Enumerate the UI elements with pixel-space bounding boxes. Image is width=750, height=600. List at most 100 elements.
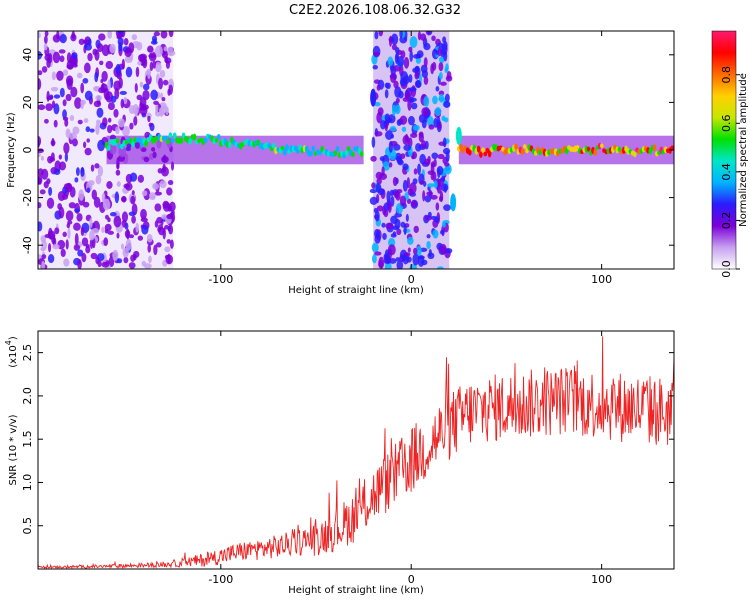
noise-blob bbox=[56, 70, 64, 81]
noise-blob bbox=[74, 208, 81, 213]
noise-blob bbox=[420, 33, 427, 41]
noise-blob bbox=[169, 201, 176, 212]
noise-blob bbox=[395, 202, 403, 214]
band-blob bbox=[227, 141, 232, 149]
noise-blob bbox=[116, 232, 120, 239]
noise-blob bbox=[102, 117, 108, 127]
noise-blob bbox=[124, 47, 132, 58]
noise-blob bbox=[152, 60, 156, 69]
noise-blob bbox=[402, 179, 408, 192]
band-blob bbox=[487, 150, 492, 158]
noise-blob bbox=[75, 167, 80, 176]
noise-blob bbox=[403, 144, 412, 152]
noise-blob bbox=[384, 89, 389, 99]
noise-blob bbox=[166, 187, 173, 196]
noise-blob bbox=[409, 36, 418, 48]
noise-blob bbox=[47, 52, 53, 64]
noise-blob bbox=[434, 216, 440, 223]
noise-blob bbox=[438, 46, 442, 57]
band-blob bbox=[344, 149, 349, 156]
noise-blob bbox=[40, 246, 45, 252]
noise-blob bbox=[38, 221, 43, 232]
noise-blob bbox=[65, 210, 74, 222]
noise-blob bbox=[140, 217, 148, 223]
noise-blob bbox=[149, 61, 154, 71]
noise-blob bbox=[426, 191, 434, 196]
noise-blob bbox=[400, 153, 406, 159]
noise-blob bbox=[376, 178, 382, 185]
noise-blob bbox=[120, 243, 125, 250]
band-blob bbox=[593, 148, 598, 156]
noise-blob bbox=[118, 31, 123, 35]
noise-blob bbox=[156, 242, 162, 248]
noise-blob bbox=[124, 229, 131, 239]
noise-blob bbox=[52, 51, 61, 64]
noise-blob bbox=[38, 174, 43, 185]
noise-blob bbox=[158, 224, 164, 230]
noise-blob bbox=[390, 33, 399, 46]
band-blob bbox=[479, 151, 483, 158]
noise-blob bbox=[39, 189, 46, 195]
noise-blob bbox=[46, 197, 55, 209]
noise-blob bbox=[162, 79, 169, 86]
noise-blob bbox=[133, 116, 138, 126]
noise-blob bbox=[374, 101, 381, 107]
noise-blob bbox=[82, 141, 87, 149]
noise-blob bbox=[442, 147, 451, 155]
noise-blob bbox=[413, 225, 419, 234]
noise-blob bbox=[403, 223, 407, 236]
noise-blob bbox=[158, 107, 165, 116]
noise-blob bbox=[50, 86, 59, 92]
noise-blob bbox=[49, 156, 56, 162]
edge-streak bbox=[370, 88, 377, 107]
noise-blob bbox=[97, 43, 104, 53]
noise-blob bbox=[374, 131, 383, 137]
noise-blob bbox=[147, 244, 152, 253]
noise-blob bbox=[116, 181, 121, 187]
noise-blob bbox=[54, 227, 60, 235]
noise-blob bbox=[399, 115, 408, 125]
noise-blob bbox=[164, 246, 171, 253]
noise-blob bbox=[413, 168, 418, 175]
noise-blob bbox=[67, 227, 71, 240]
noise-blob bbox=[94, 71, 99, 83]
noise-blob bbox=[411, 200, 418, 208]
noise-blob bbox=[116, 258, 123, 264]
noise-blob bbox=[152, 182, 160, 190]
noise-blob bbox=[137, 60, 142, 66]
noise-blob bbox=[89, 218, 93, 229]
noise-blob bbox=[119, 90, 127, 96]
band-blob bbox=[309, 151, 313, 157]
noise-blob bbox=[58, 154, 63, 160]
noise-blob bbox=[164, 224, 169, 230]
noise-blob bbox=[162, 227, 166, 240]
noise-blob bbox=[135, 66, 140, 78]
noise-blob bbox=[60, 248, 66, 258]
noise-blob bbox=[38, 135, 42, 147]
noise-blob bbox=[113, 108, 119, 118]
noise-blob bbox=[438, 56, 445, 64]
colorbar-tick-label: 0.6 bbox=[720, 115, 733, 132]
band-blob bbox=[271, 142, 276, 149]
noise-blob bbox=[107, 230, 115, 235]
noise-blob bbox=[81, 237, 89, 247]
noise-blob bbox=[78, 189, 85, 201]
colorbar-tick-label: 0.4 bbox=[720, 163, 733, 181]
noise-blob bbox=[129, 172, 138, 182]
noise-blob bbox=[377, 107, 384, 116]
noise-blob bbox=[98, 33, 106, 41]
noise-blob bbox=[168, 224, 174, 235]
band-blob bbox=[333, 150, 338, 157]
band-blob bbox=[346, 146, 351, 152]
noise-blob bbox=[158, 77, 164, 90]
noise-blob bbox=[121, 125, 130, 137]
band-blob bbox=[188, 138, 192, 145]
noise-blob bbox=[107, 124, 113, 134]
noise-blob bbox=[443, 204, 452, 212]
noise-blob bbox=[101, 44, 110, 57]
noise-blob bbox=[141, 190, 148, 197]
noise-blob bbox=[115, 63, 121, 75]
noise-blob bbox=[91, 189, 98, 200]
noise-blob bbox=[406, 256, 412, 263]
